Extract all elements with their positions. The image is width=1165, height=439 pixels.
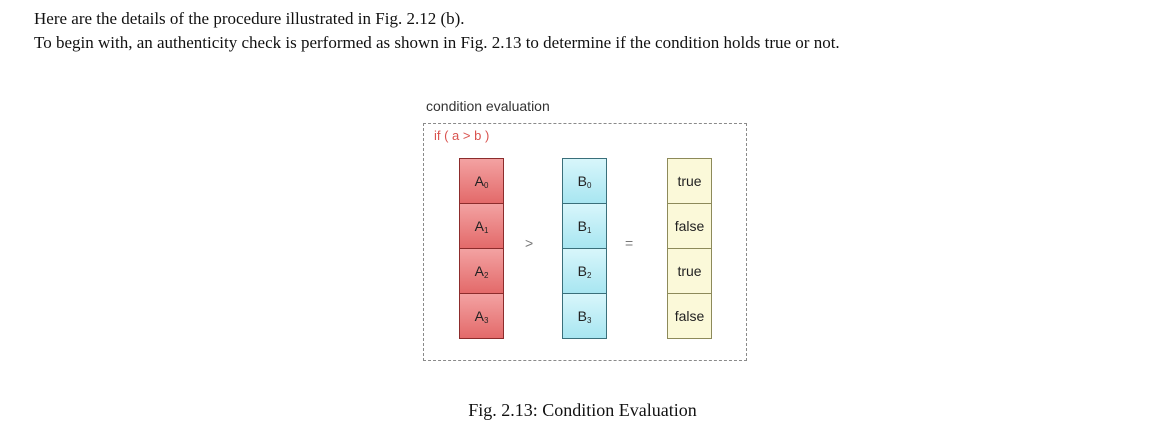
cell-a-0-letter: A (474, 173, 484, 189)
cell-b-0-index: 0 (586, 180, 592, 190)
paragraph-2: To begin with, an authenticity check is … (34, 33, 840, 52)
cell-a-2-index: 2 (483, 270, 489, 280)
cell-b-0-letter: B (577, 173, 587, 189)
cell-b-1-letter: B (577, 218, 587, 234)
greater-than-operator: > (525, 235, 534, 251)
cell-a-1-letter: A (474, 218, 484, 234)
paragraph-1: Here are the details of the procedure il… (34, 9, 465, 28)
cell-b-3-index: 3 (586, 315, 592, 325)
result-cell-0: true (667, 158, 712, 204)
cell-a-0-index: 0 (483, 180, 489, 190)
result-cell-2: true (667, 248, 712, 294)
figure-heading: condition evaluation (426, 98, 550, 114)
cell-b-1-index: 1 (586, 225, 592, 235)
cell-a-2-letter: A (474, 263, 484, 279)
figure-caption: Fig. 2.13: Condition Evaluation (0, 400, 1165, 421)
figure-caption-text: Fig. 2.13: Condition Evaluation (468, 400, 697, 420)
condition-label: if ( a > b ) (434, 128, 490, 143)
cell-a-3-letter: A (474, 308, 484, 324)
result-cell-3: false (667, 293, 712, 339)
cell-b-2-letter: B (577, 263, 587, 279)
result-cell-1: false (667, 203, 712, 249)
equals-operator: = (625, 235, 634, 251)
cell-a-1-index: 1 (483, 225, 489, 235)
cell-a-3-index: 3 (483, 315, 489, 325)
cell-b-2-index: 2 (586, 270, 592, 280)
cell-b-3-letter: B (577, 308, 587, 324)
